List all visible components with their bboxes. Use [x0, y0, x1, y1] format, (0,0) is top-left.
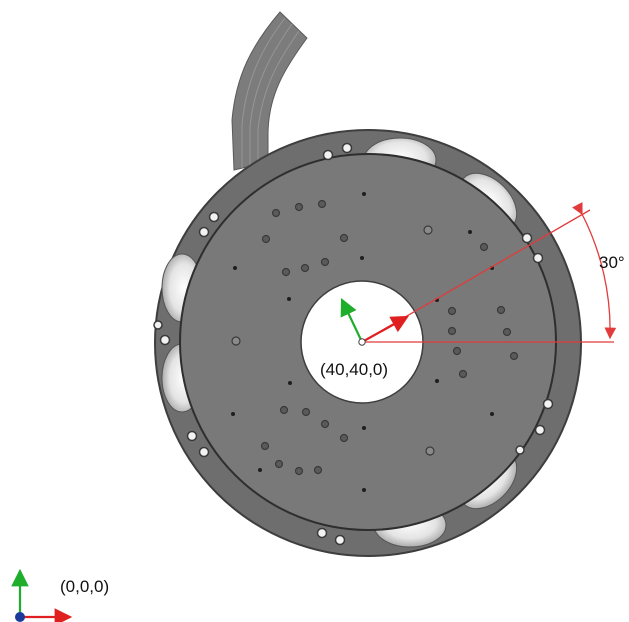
center-coordinate-label: (40,40,0) — [320, 360, 388, 379]
origin-coordinate-label: (0,0,0) — [60, 577, 109, 596]
ribbon-cable — [231, 11, 308, 171]
plate-holes — [231, 199, 519, 476]
local-frame-icon — [340, 298, 409, 346]
angle-label: 30° — [599, 253, 625, 272]
plate-pins — [231, 192, 494, 492]
global-frame-icon — [11, 568, 73, 622]
outer-ring-holes — [153, 142, 554, 546]
